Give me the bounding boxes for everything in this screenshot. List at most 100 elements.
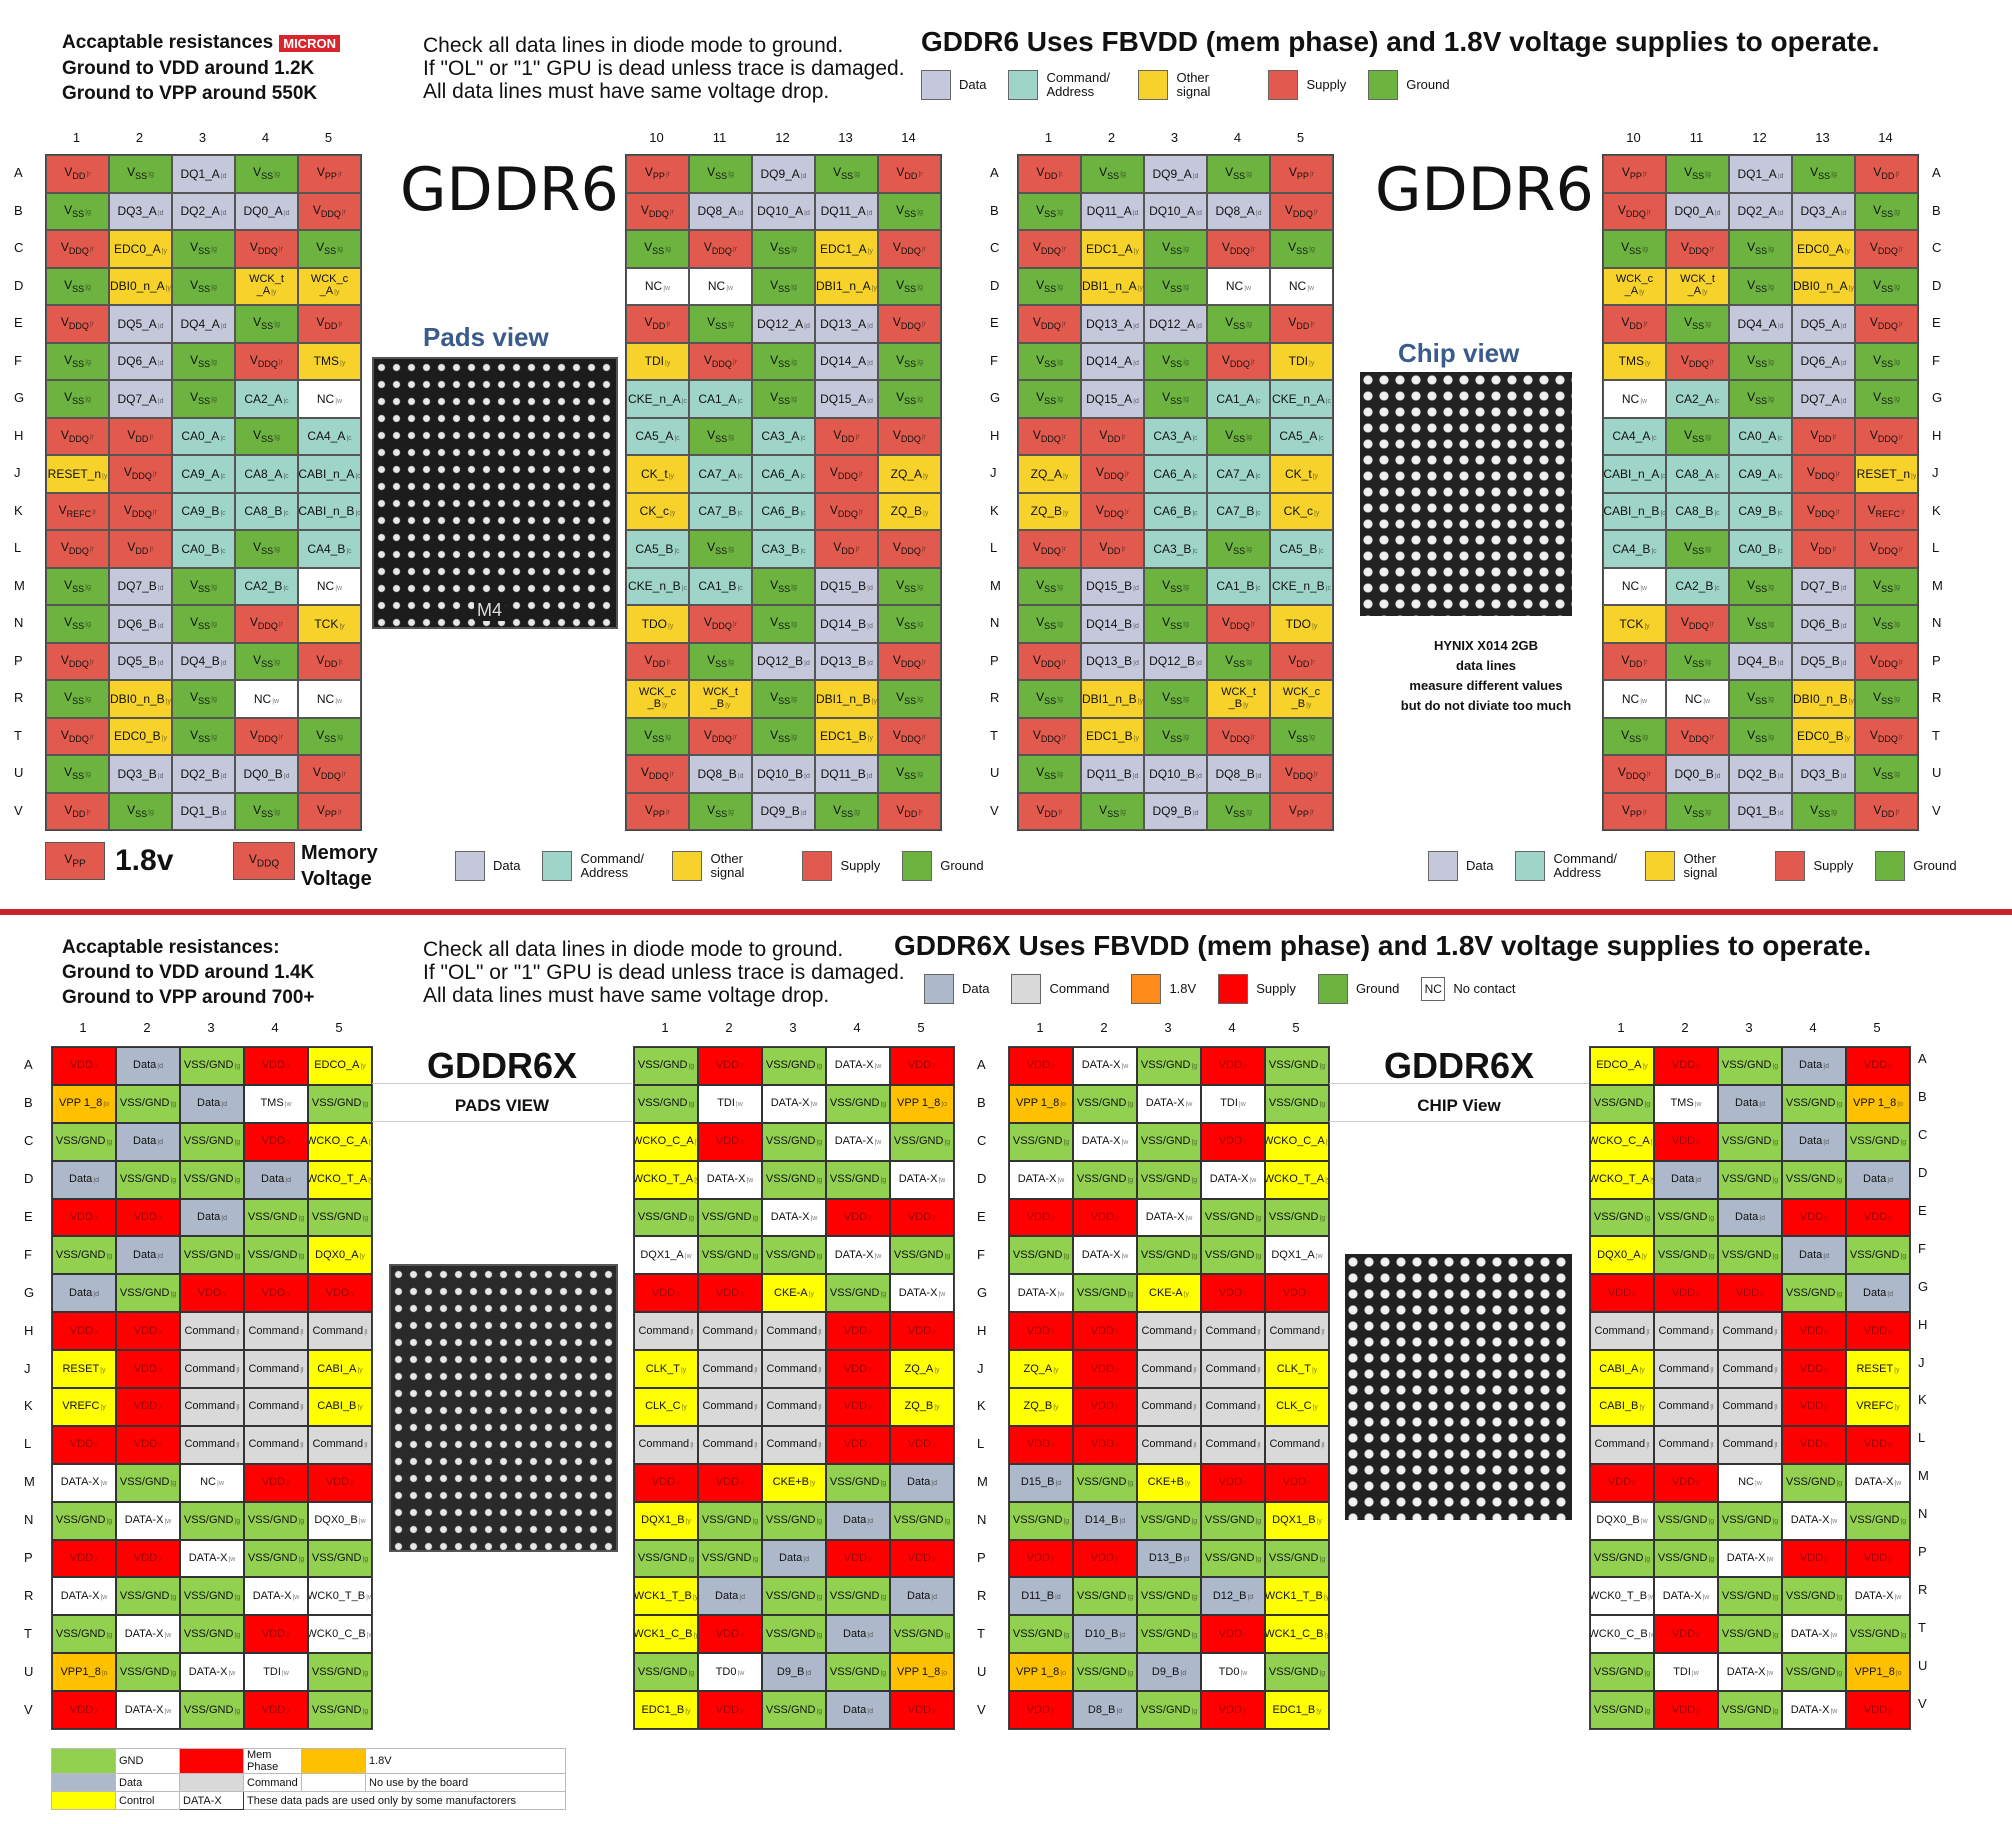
pin-cell: Command|l bbox=[1718, 1388, 1782, 1426]
pin-cell: VSS/GND|g bbox=[1654, 1198, 1718, 1237]
pin-cell: VSS|g bbox=[46, 755, 109, 793]
pin-cell: VSS|g bbox=[1207, 155, 1270, 193]
column-labels: 1 2 3 4 5 bbox=[51, 1020, 371, 1035]
legend-swatch bbox=[1875, 851, 1906, 881]
pin-cell: VDDQ|r bbox=[1855, 417, 1918, 455]
pin-cell: VSS|g bbox=[1207, 530, 1270, 568]
pin-cell: VDD|r bbox=[1009, 1198, 1073, 1237]
pin-cell: VDDQ|r bbox=[46, 642, 109, 680]
pin-cell: ZQ_A|y bbox=[890, 1350, 954, 1389]
legend-label: Command/ Address bbox=[1046, 70, 1111, 99]
pin-cell: VSS/GND|g bbox=[180, 1236, 244, 1275]
pin-cell: VDD|r bbox=[826, 1388, 890, 1426]
pin-cell: CA5_B|c bbox=[1270, 530, 1333, 568]
pin-cell: DATA-X|w bbox=[1782, 1501, 1846, 1540]
pin-cell: VSS/GND|g bbox=[1718, 1122, 1782, 1161]
row-label: F bbox=[24, 1246, 32, 1262]
pin-cell: VSS|g bbox=[1081, 155, 1144, 193]
pin-cell: VDD|r bbox=[1081, 530, 1144, 568]
pin-cell: VDDQ|r bbox=[626, 192, 689, 230]
legend-label: Command/ Address bbox=[1553, 851, 1618, 880]
pin-cell: VDD|r bbox=[1654, 1463, 1718, 1502]
pin-cell: VPP|r bbox=[1603, 792, 1666, 830]
pin-cell: VSS/GND|g bbox=[1590, 1653, 1654, 1692]
pin-cell: VDD|r bbox=[1073, 1312, 1137, 1351]
pin-cell: WCK1_C_B|y bbox=[634, 1615, 698, 1654]
pin-cell: VDDQ|r bbox=[46, 305, 109, 343]
pin-cell: VDDQ|r bbox=[298, 755, 361, 793]
pin-cell: DQ12_A|d bbox=[1144, 305, 1207, 343]
pin-cell: VSS/GND|g bbox=[762, 1501, 826, 1540]
pin-cell: Command|l bbox=[308, 1312, 372, 1351]
pin-cell: CA1_B|c bbox=[1207, 567, 1270, 605]
pin-cell: VDDQ|r bbox=[109, 492, 172, 530]
pin-cell: VSS|g bbox=[1018, 192, 1081, 230]
pin-cell: VPP1_8|o bbox=[1846, 1653, 1910, 1692]
pin-cell: WCK0_C_B|w bbox=[1590, 1615, 1654, 1654]
pin-cell: DQX0_B|w bbox=[1590, 1501, 1654, 1540]
row-label: C bbox=[990, 240, 1000, 256]
pin-cell: CA8_B|c bbox=[1666, 492, 1729, 530]
pin-cell: CA0_A|c bbox=[1729, 417, 1792, 455]
pin-cell: WCK_t _A|y bbox=[1666, 267, 1729, 305]
pin-cell: Command|l bbox=[762, 1350, 826, 1389]
column-label: 2 bbox=[143, 1020, 151, 1035]
pin-cell: CKE+B|y bbox=[1137, 1463, 1201, 1502]
row-label: L bbox=[1932, 540, 1940, 556]
hynix-note: HYNIX X014 2GB data lines measure differ… bbox=[1386, 636, 1586, 716]
pin-cell: VSS/GND|g bbox=[634, 1653, 698, 1692]
gddr6x-chip-left-grid: VDD|r DATA-X|w VSS/GND|g VDD|r VSS/GND|g VPP … bbox=[1008, 1046, 1330, 1731]
vpp-swatch: VPP bbox=[45, 842, 105, 880]
pin-cell: Command|l bbox=[1590, 1425, 1654, 1464]
row-label: T bbox=[1918, 1619, 1926, 1635]
pin-cell: DQ5_B|d bbox=[1792, 642, 1855, 680]
pin-cell: NC|w bbox=[1603, 380, 1666, 418]
pin-cell: VDD|r bbox=[890, 1539, 954, 1578]
pin-cell: DQX0_B|w bbox=[308, 1501, 372, 1540]
pin-cell: WCKO_T_A|y bbox=[634, 1160, 698, 1199]
pin-cell: CA5_A|c bbox=[1270, 417, 1333, 455]
note-line: measure different values bbox=[1409, 678, 1563, 693]
row-label: V bbox=[977, 1701, 986, 1717]
pin-cell: VSS|g bbox=[626, 230, 689, 268]
vddq-label: VDDQ bbox=[248, 851, 280, 870]
pin-cell: VDD|r bbox=[890, 1198, 954, 1237]
voltage-label: Voltage bbox=[301, 868, 372, 890]
pin-cell: VDDQ|r bbox=[1666, 605, 1729, 643]
pin-cell: DQ6_A|d bbox=[109, 342, 172, 380]
pin-cell: DATA-X|w bbox=[116, 1691, 180, 1730]
pin-cell: VDD|r bbox=[1654, 1274, 1718, 1313]
memory-label: Memory bbox=[301, 842, 378, 864]
pin-cell: WCK_t _A|y bbox=[235, 267, 298, 305]
pin-cell: VSS|g bbox=[172, 267, 235, 305]
pin-cell: VDD|r bbox=[1009, 1539, 1073, 1578]
pin-cell: VSS/GND|g bbox=[762, 1047, 826, 1085]
row-label: P bbox=[1918, 1544, 1927, 1560]
pin-cell: VSS|g bbox=[878, 605, 941, 643]
pin-cell: VSS/GND|g bbox=[180, 1691, 244, 1730]
pin-cell: VSS/GND|g bbox=[1782, 1463, 1846, 1502]
row-label: T bbox=[1932, 727, 1940, 743]
pin-cell: VSS/GND|g bbox=[762, 1691, 826, 1730]
column-label: 13 bbox=[1815, 130, 1830, 145]
pin-cell: CA2_A|c bbox=[1666, 380, 1729, 418]
pin-cell: DQ6_A|d bbox=[1792, 342, 1855, 380]
pin-cell: DQ14_A|d bbox=[815, 342, 878, 380]
row-label: H bbox=[977, 1322, 987, 1338]
pin-cell: Command|l bbox=[1718, 1425, 1782, 1464]
pin-cell: VSS|g bbox=[1855, 380, 1918, 418]
gddr6-legend: Data Command/ Address Other signal Supply Gr… bbox=[921, 70, 1464, 100]
row-label: T bbox=[24, 1625, 32, 1641]
pin-cell: Command|l bbox=[1654, 1350, 1718, 1389]
pin-cell: Command|l bbox=[244, 1425, 308, 1464]
pin-cell: VSS/GND|g bbox=[698, 1539, 762, 1578]
pin-cell: VDD|r bbox=[244, 1463, 308, 1502]
pin-cell: VDD|r bbox=[1782, 1198, 1846, 1237]
pin-cell: VPP|r bbox=[298, 792, 361, 830]
pin-cell: VSS|g bbox=[1144, 717, 1207, 755]
legend-swatch: NC bbox=[1421, 977, 1446, 1001]
pin-cell: VDD|r bbox=[1009, 1425, 1073, 1464]
pin-cell: VDD|r bbox=[1782, 1350, 1846, 1389]
pin-cell: TDI|w bbox=[1201, 1084, 1265, 1123]
pin-cell: Data|d bbox=[180, 1084, 244, 1123]
